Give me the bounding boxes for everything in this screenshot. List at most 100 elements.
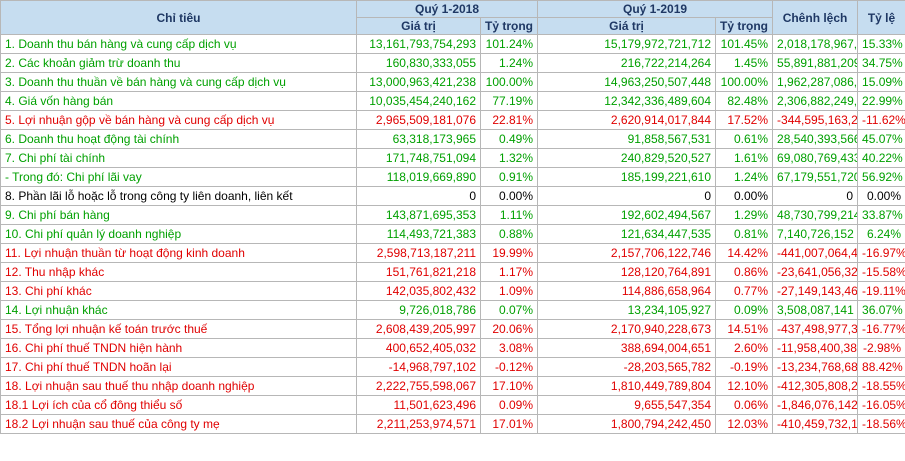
change-rate: -16.77% <box>857 319 905 339</box>
value-2018: 142,035,802,432 <box>356 281 481 301</box>
value-2019: 216,722,214,264 <box>537 53 717 73</box>
difference: 55,891,881,209 <box>772 53 859 73</box>
change-rate: 15.33% <box>857 34 905 54</box>
difference: -410,459,732,121 <box>772 414 859 434</box>
change-rate: 22.99% <box>857 91 905 111</box>
difference: 7,140,726,152 <box>772 224 859 244</box>
difference: 1,962,287,086,210 <box>772 72 859 92</box>
row-label: - Trong đó: Chi phí lãi vay <box>0 167 357 187</box>
change-rate: 40.22% <box>857 148 905 168</box>
value-2019: 121,634,447,535 <box>537 224 717 244</box>
value-2018: 10,035,454,240,162 <box>356 91 481 111</box>
value-2018: 143,871,695,353 <box>356 205 481 225</box>
value-2019: 15,179,972,721,712 <box>537 34 717 54</box>
change-rate: -18.55% <box>857 376 905 396</box>
table-body: 1. Doanh thu bán hàng và cung cấp dịch v… <box>0 34 905 434</box>
share-2018: 101.24% <box>479 34 539 54</box>
difference: 67,179,551,720 <box>772 167 859 187</box>
value-2018: 0 <box>356 186 481 206</box>
value-2018: 400,652,405,032 <box>356 338 481 358</box>
share-2019: 17.52% <box>715 110 774 130</box>
value-2019: -28,203,565,782 <box>537 357 717 377</box>
value-2019: 2,170,940,228,673 <box>537 319 717 339</box>
table-row: 17. Chi phí thuế TNDN hoãn lại -14,968,79… <box>0 357 905 377</box>
share-2018: 100.00% <box>479 72 539 92</box>
table-row: 15. Tổng lợi nhuận kế toán trước thuế 2,6… <box>0 319 905 339</box>
share-2019: 0.06% <box>715 395 774 415</box>
share-2019: 14.42% <box>715 243 774 263</box>
share-2019: 1.24% <box>715 167 774 187</box>
value-2019: 388,694,004,651 <box>537 338 717 358</box>
value-2019: 13,234,105,927 <box>537 300 717 320</box>
header-ty-trong-2018: Tỷ trọng <box>479 17 539 35</box>
table-row: 18. Lợi nhuận sau thuế thu nhập doanh ng… <box>0 376 905 396</box>
share-2018: 1.32% <box>479 148 539 168</box>
row-label: 3. Doanh thu thuần về bán hàng và cung c… <box>0 72 357 92</box>
header-ty-le: Tỷ lệ <box>857 0 905 35</box>
value-2019: 240,829,520,527 <box>537 148 717 168</box>
difference: 3,508,087,141 <box>772 300 859 320</box>
row-label: 1. Doanh thu bán hàng và cung cấp dịch v… <box>0 34 357 54</box>
table-row: 12. Thu nhập khác 151,761,821,218 1.17% 128… <box>0 262 905 282</box>
table-row: 14. Lợi nhuận khác 9,726,018,786 0.07% 13,2… <box>0 300 905 320</box>
row-label: 18.1 Lợi ích của cổ đông thiểu số <box>0 395 357 415</box>
value-2018: 114,493,721,383 <box>356 224 481 244</box>
difference: 2,018,178,967,419 <box>772 34 859 54</box>
header-quarter-2019: Quý 1-2019 <box>537 0 774 18</box>
share-2018: 77.19% <box>479 91 539 111</box>
share-2018: 3.08% <box>479 338 539 358</box>
row-label: 9. Chi phí bán hàng <box>0 205 357 225</box>
row-label: 11. Lợi nhuận thuần từ hoạt động kinh do… <box>0 243 357 263</box>
difference: 48,730,799,214 <box>772 205 859 225</box>
table-row: 3. Doanh thu thuần về bán hàng và cung c… <box>0 72 905 92</box>
value-2019: 12,342,336,489,604 <box>537 91 717 111</box>
table-row: 9. Chi phí bán hàng 143,871,695,353 1.11% 1… <box>0 205 905 225</box>
change-rate: -15.58% <box>857 262 905 282</box>
header-row-sub: Giá trị Tỷ trọng Giá trị Tỷ trọng <box>1 17 905 35</box>
table-row: 13. Chi phí khác 142,035,802,432 1.09% 114,… <box>0 281 905 301</box>
share-2018: -0.12% <box>479 357 539 377</box>
value-2019: 185,199,221,610 <box>537 167 717 187</box>
share-2019: 0.77% <box>715 281 774 301</box>
share-2019: 2.60% <box>715 338 774 358</box>
row-label: 17. Chi phí thuế TNDN hoãn lại <box>0 357 357 377</box>
share-2018: 1.24% <box>479 53 539 73</box>
share-2018: 17.10% <box>479 376 539 396</box>
change-rate: 33.87% <box>857 205 905 225</box>
row-label: 7. Chi phí tài chính <box>0 148 357 168</box>
difference: 0 <box>772 186 859 206</box>
header-chi-tieu: Chỉ tiêu <box>0 0 357 35</box>
difference: 69,080,769,433 <box>772 148 859 168</box>
header-chenh-lech: Chênh lệch <box>772 0 859 35</box>
table-row: 7. Chi phí tài chính 171,748,751,094 1.32%… <box>0 148 905 168</box>
value-2018: 2,598,713,187,211 <box>356 243 481 263</box>
table-row: 11. Lợi nhuận thuần từ hoạt động kinh do… <box>0 243 905 263</box>
difference: -11,958,400,381 <box>772 338 859 358</box>
change-rate: -18.56% <box>857 414 905 434</box>
change-rate: -2.98% <box>857 338 905 358</box>
table-row: 18.2 Lợi nhuận sau thuế của công ty mẹ 2,… <box>0 414 905 434</box>
table-row: 18.1 Lợi ích của cổ đông thiểu số 11,501,… <box>0 395 905 415</box>
value-2019: 2,620,914,017,844 <box>537 110 717 130</box>
change-rate: 6.24% <box>857 224 905 244</box>
share-2019: 101.45% <box>715 34 774 54</box>
share-2019: 1.45% <box>715 53 774 73</box>
row-label: 18.2 Lợi nhuận sau thuế của công ty mẹ <box>0 414 357 434</box>
header-gia-tri-2018: Giá trị <box>356 17 481 35</box>
change-rate: 56.92% <box>857 167 905 187</box>
change-rate: 15.09% <box>857 72 905 92</box>
change-rate: 34.75% <box>857 53 905 73</box>
row-label: 16. Chi phí thuế TNDN hiện hành <box>0 338 357 358</box>
share-2018: 0.09% <box>479 395 539 415</box>
row-label: 18. Lợi nhuận sau thuế thu nhập doanh ng… <box>0 376 357 396</box>
share-2019: 0.86% <box>715 262 774 282</box>
share-2019: 0.61% <box>715 129 774 149</box>
share-2018: 0.00% <box>479 186 539 206</box>
share-2019: 100.00% <box>715 72 774 92</box>
share-2019: 1.61% <box>715 148 774 168</box>
header-gia-tri-2019: Giá trị <box>537 17 717 35</box>
row-label: 14. Lợi nhuận khác <box>0 300 357 320</box>
share-2018: 20.06% <box>479 319 539 339</box>
share-2019: 14.51% <box>715 319 774 339</box>
value-2018: 11,501,623,496 <box>356 395 481 415</box>
